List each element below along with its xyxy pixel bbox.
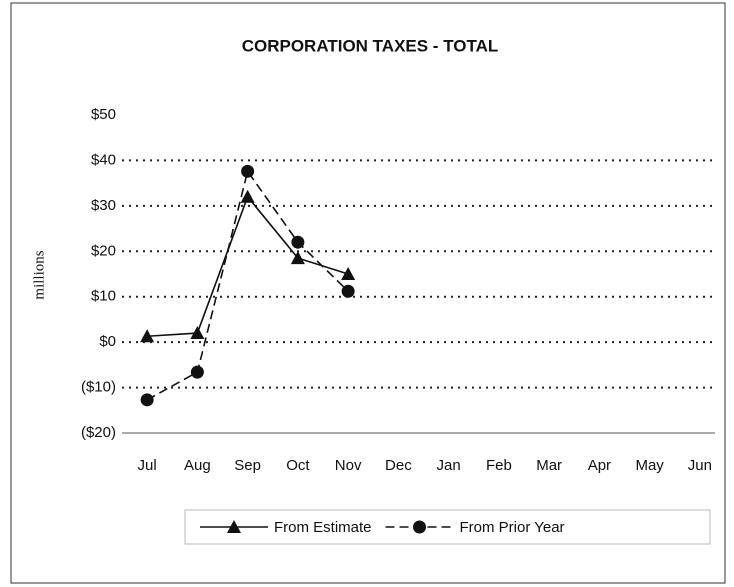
- triangle-marker: [341, 267, 356, 280]
- y-tick-label: $0: [99, 333, 116, 350]
- x-tick-label: Jul: [138, 457, 157, 474]
- circle-marker: [140, 393, 154, 407]
- y-tick-label: $50: [91, 106, 116, 123]
- triangle-marker: [140, 329, 155, 343]
- y-axis-label: millions: [31, 250, 47, 299]
- legend-label: From Estimate: [274, 519, 372, 536]
- y-tick-label: $10: [91, 288, 116, 305]
- triangle-marker: [240, 189, 255, 203]
- legend-label: From Prior Year: [460, 519, 565, 536]
- legend-marker: [227, 520, 241, 533]
- x-tick-label: May: [635, 457, 664, 474]
- x-tick-label: Jan: [437, 457, 461, 474]
- x-tick-label: Oct: [286, 457, 310, 474]
- chart-border: [10, 2, 726, 584]
- circle-marker: [190, 365, 204, 379]
- triangle-marker: [290, 251, 305, 265]
- legend-box: [184, 509, 711, 545]
- x-tick-label: Sep: [234, 457, 261, 474]
- x-tick-label: Dec: [385, 457, 412, 474]
- y-tick-label: $30: [91, 197, 116, 214]
- legend-marker: [413, 520, 427, 534]
- y-tick-label: ($20): [81, 424, 116, 441]
- series-line: [147, 195, 349, 338]
- x-tick-label: Aug: [184, 457, 211, 474]
- circle-marker: [291, 235, 305, 249]
- y-tick-label: $20: [91, 242, 116, 259]
- chart-title: CORPORATION TAXES - TOTAL: [242, 36, 499, 55]
- circle-marker: [341, 284, 355, 298]
- x-tick-label: Feb: [486, 457, 512, 474]
- triangle-marker: [190, 326, 205, 340]
- x-tick-label: Apr: [588, 457, 611, 474]
- y-tick-label: ($10): [81, 379, 116, 396]
- x-tick-label: Mar: [536, 457, 562, 474]
- x-tick-label: Nov: [335, 457, 362, 474]
- y-tick-label: $40: [91, 151, 116, 168]
- x-tick-label: Jun: [688, 457, 712, 474]
- series-line: [146, 169, 349, 401]
- circle-marker: [241, 164, 255, 178]
